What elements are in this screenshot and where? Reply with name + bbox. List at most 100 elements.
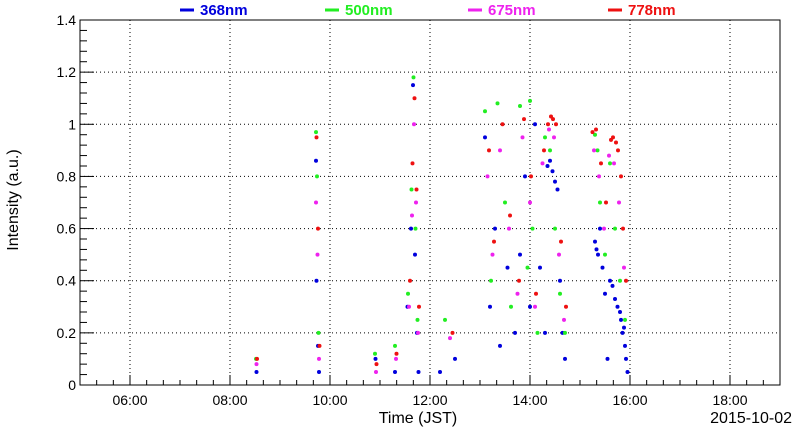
data-point-778nm	[374, 362, 379, 367]
data-point-778nm	[621, 226, 625, 231]
data-point-778nm	[529, 174, 533, 179]
data-point-368nm	[488, 304, 492, 309]
y-tick-label: 1	[68, 116, 76, 132]
data-point-500nm	[483, 109, 487, 114]
data-point-368nm	[622, 325, 626, 330]
data-point-778nm	[394, 351, 399, 356]
data-point-368nm	[498, 343, 502, 348]
data-point-500nm	[443, 317, 447, 322]
data-point-368nm	[373, 356, 378, 361]
data-point-368nm	[615, 304, 620, 309]
data-point-368nm	[605, 356, 610, 361]
data-point-368nm	[610, 283, 615, 288]
data-point-368nm	[533, 122, 537, 127]
y-tick-label: 0.2	[57, 325, 77, 341]
data-point-675nm	[597, 174, 601, 179]
x-tick-label: 16:00	[612, 392, 647, 408]
x-tick-label: 06:00	[112, 392, 147, 408]
data-point-778nm	[412, 96, 417, 101]
data-point-778nm	[450, 330, 455, 335]
data-point-368nm	[438, 369, 442, 374]
data-point-675nm	[414, 200, 418, 205]
data-point-368nm	[523, 174, 527, 179]
data-point-778nm	[604, 200, 608, 205]
data-point-675nm	[540, 161, 545, 166]
data-point-500nm	[535, 330, 540, 335]
data-point-368nm	[317, 369, 321, 374]
data-point-368nm	[413, 252, 417, 257]
data-point-500nm	[413, 226, 418, 231]
data-point-778nm	[414, 187, 419, 192]
data-point-500nm	[314, 130, 318, 135]
data-point-368nm	[613, 296, 617, 301]
data-point-778nm	[314, 135, 319, 140]
data-point-778nm	[408, 278, 412, 283]
data-point-778nm	[546, 122, 550, 127]
data-point-675nm	[394, 356, 398, 361]
data-point-500nm	[603, 252, 607, 257]
data-point-675nm	[607, 153, 611, 158]
data-point-368nm	[619, 317, 623, 322]
data-point-675nm	[314, 200, 318, 205]
y-tick-label: 1.2	[57, 64, 77, 80]
data-point-778nm	[534, 291, 538, 296]
data-point-368nm	[553, 179, 557, 184]
data-point-675nm	[490, 252, 495, 257]
data-point-675nm	[416, 330, 420, 335]
data-point-675nm	[602, 226, 606, 231]
x-tick-label: 14:00	[512, 392, 547, 408]
data-point-778nm	[542, 148, 546, 153]
data-point-500nm	[618, 278, 622, 283]
data-point-675nm	[254, 362, 259, 367]
data-point-368nm	[493, 226, 497, 231]
data-point-778nm	[317, 343, 322, 348]
data-point-368nm	[563, 356, 567, 361]
data-point-675nm	[612, 161, 616, 166]
data-point-778nm	[619, 174, 623, 179]
data-point-675nm	[520, 135, 525, 140]
data-point-500nm	[608, 161, 612, 166]
data-point-778nm	[417, 304, 421, 309]
data-point-368nm	[558, 278, 562, 283]
data-point-500nm	[613, 226, 617, 231]
data-point-500nm	[415, 317, 420, 322]
data-point-368nm	[453, 356, 457, 361]
data-point-778nm	[410, 161, 415, 166]
y-tick-label: 0.8	[57, 168, 77, 184]
data-point-368nm	[254, 369, 259, 374]
data-point-368nm	[505, 265, 510, 270]
x-tick-label: 12:00	[412, 392, 447, 408]
data-point-500nm	[548, 148, 552, 153]
data-point-500nm	[518, 104, 522, 109]
data-point-675nm	[315, 252, 320, 257]
data-point-368nm	[513, 330, 517, 335]
data-point-368nm	[483, 135, 487, 140]
data-point-368nm	[618, 310, 622, 314]
data-point-368nm	[598, 226, 602, 231]
legend-label: 778nm	[628, 2, 676, 19]
data-point-778nm	[508, 213, 512, 218]
legend-label: 368nm	[200, 2, 248, 19]
data-point-368nm	[608, 278, 612, 283]
data-point-778nm	[614, 140, 618, 145]
legend-label: 500nm	[345, 2, 393, 19]
data-point-368nm	[603, 291, 607, 296]
y-tick-label: 0	[68, 377, 76, 393]
y-tick-label: 1.4	[57, 12, 77, 28]
data-point-500nm	[411, 75, 416, 80]
data-point-675nm	[498, 148, 502, 153]
data-point-500nm	[598, 200, 602, 205]
data-point-368nm	[548, 158, 552, 163]
data-point-778nm	[551, 117, 555, 122]
data-point-368nm	[594, 247, 599, 252]
data-point-675nm	[317, 356, 321, 361]
data-point-368nm	[314, 278, 319, 283]
data-point-675nm	[562, 317, 566, 322]
legend-label: 675nm	[488, 2, 536, 19]
data-point-500nm	[623, 317, 627, 322]
data-point-368nm	[600, 265, 605, 270]
data-point-500nm	[489, 278, 493, 283]
data-point-500nm	[528, 98, 532, 103]
